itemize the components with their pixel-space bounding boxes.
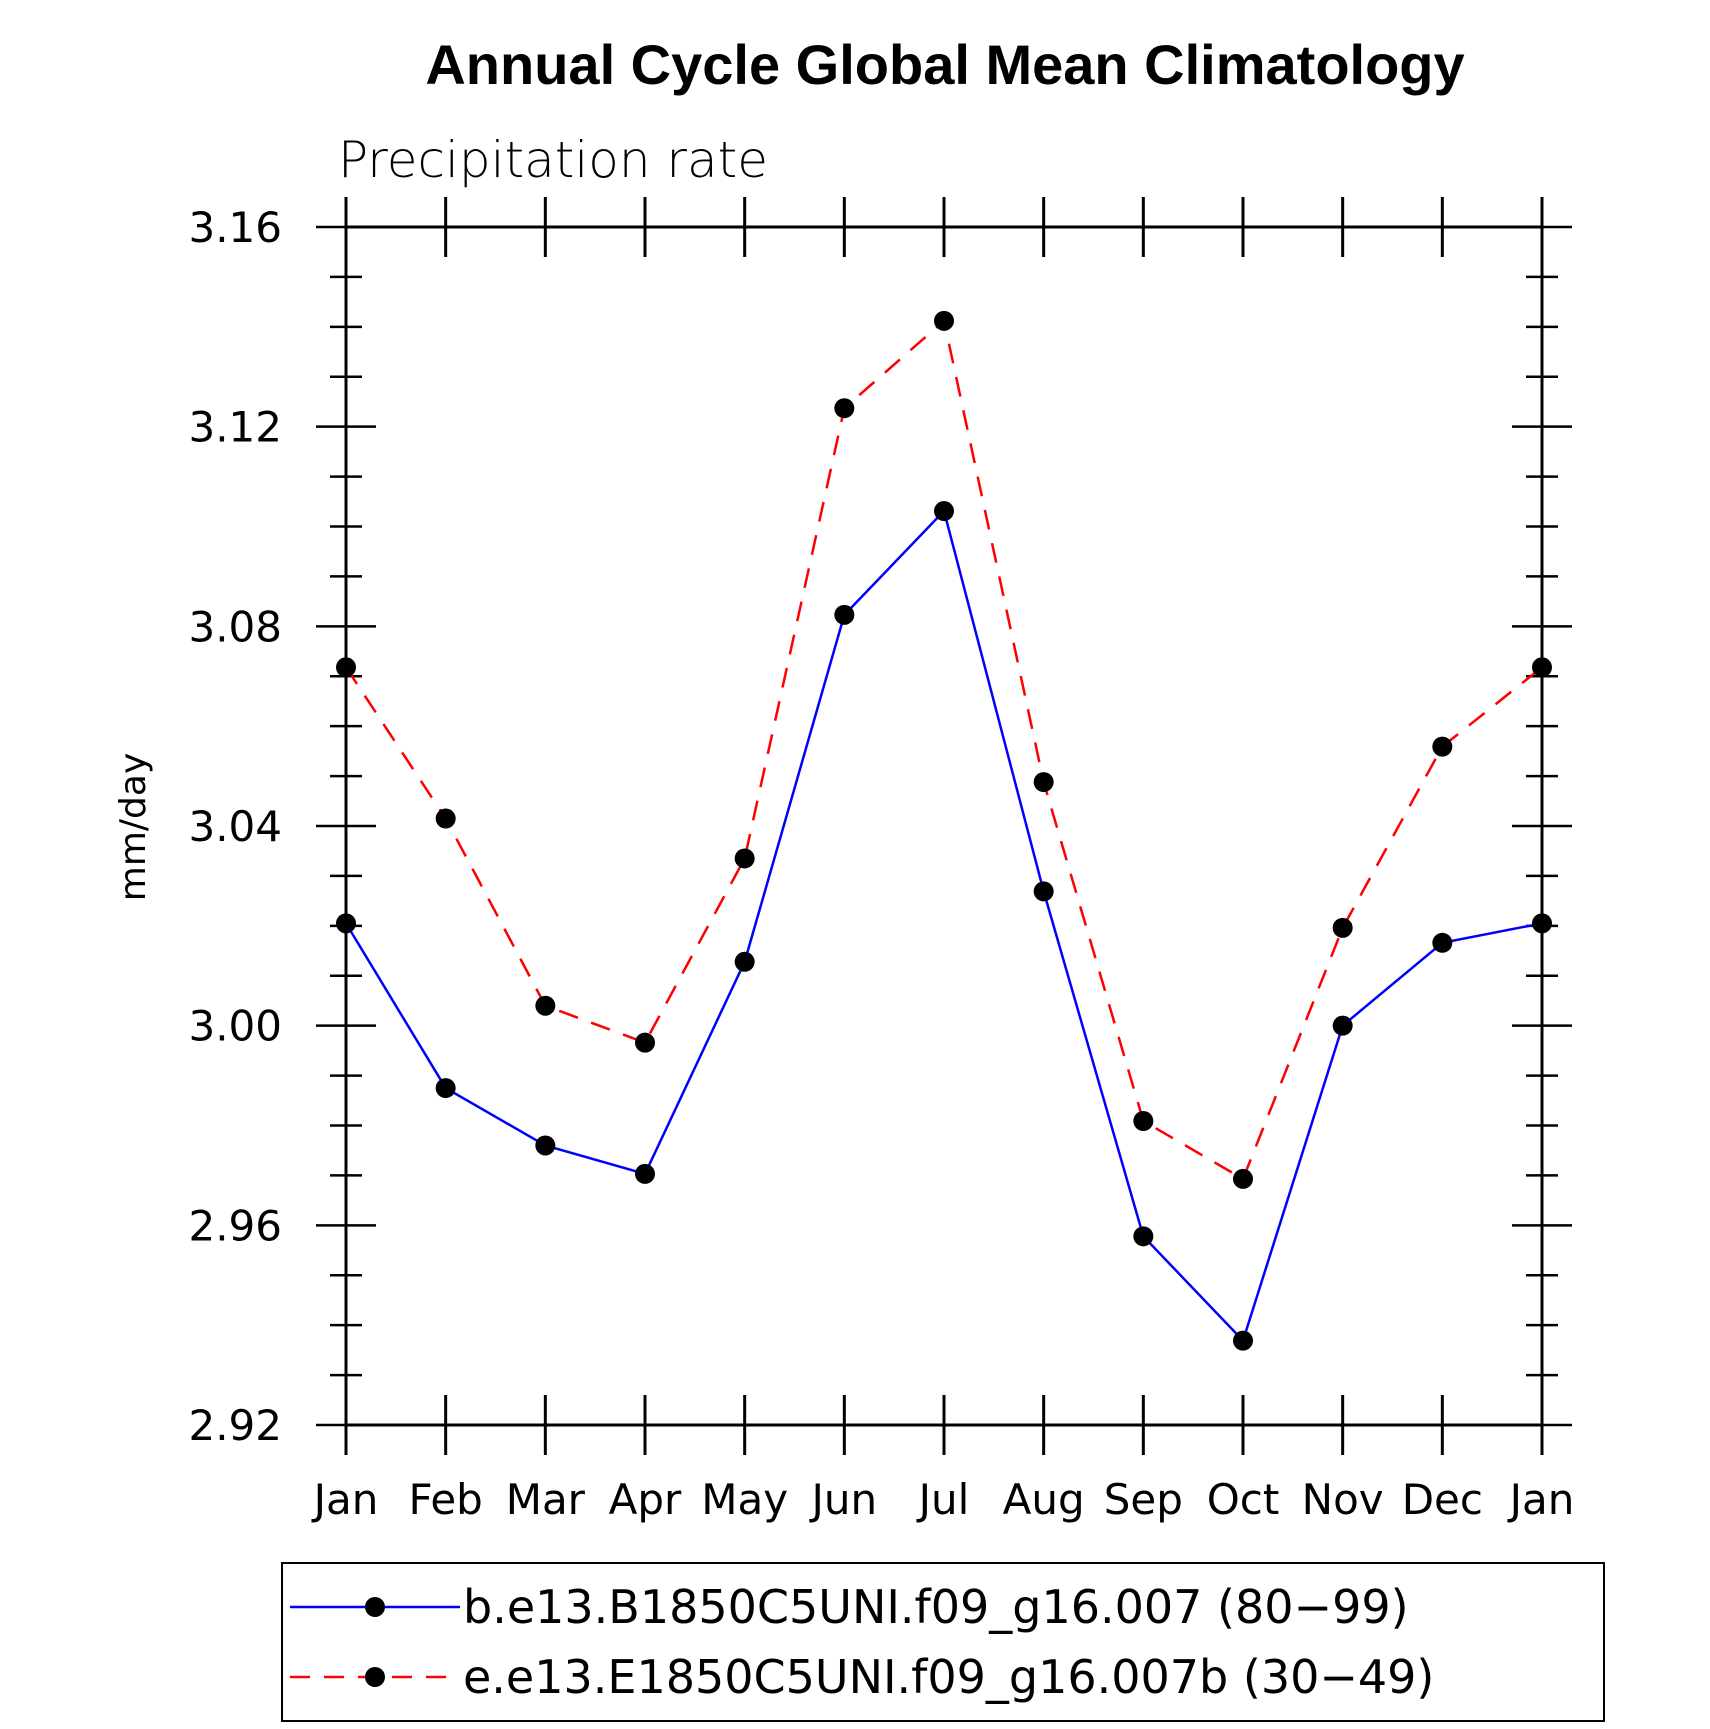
series-1-point bbox=[535, 1135, 556, 1156]
series-2-point bbox=[1133, 1111, 1154, 1132]
chart-subtitle: Precipitation rate bbox=[338, 131, 768, 189]
series-2-point bbox=[535, 995, 556, 1016]
series-1-point bbox=[1133, 1226, 1154, 1247]
y-tick-label: 3.08 bbox=[188, 602, 282, 651]
series-line-1 bbox=[344, 508, 1543, 1344]
y-tick-label: 2.92 bbox=[188, 1401, 282, 1450]
x-tick-label: Jun bbox=[809, 1475, 878, 1524]
series-2-point bbox=[1233, 1168, 1253, 1189]
series-1-point bbox=[834, 604, 855, 625]
series-2-point bbox=[635, 1032, 655, 1053]
legend-marker-series-1 bbox=[365, 1597, 385, 1617]
x-tick-label: Sep bbox=[1104, 1475, 1183, 1524]
x-tick-label: Apr bbox=[609, 1475, 682, 1524]
series-1-point bbox=[435, 1078, 456, 1099]
series-2-point bbox=[1532, 657, 1552, 678]
series-1-point bbox=[1332, 1015, 1353, 1036]
series-2-point bbox=[1432, 736, 1453, 757]
legend-label-series-1: b.e13.B1850C5UNI.f09_g16.007 (80−99) bbox=[463, 1580, 1409, 1634]
legend-label-series-2: e.e13.E1850C5UNI.f09_g16.007b (30−49) bbox=[463, 1650, 1434, 1704]
series-1-point bbox=[1233, 1330, 1253, 1351]
y-tick-label: 3.04 bbox=[188, 802, 282, 851]
y-tick-label: 3.12 bbox=[188, 403, 282, 452]
y-tick-label: 2.96 bbox=[188, 1201, 282, 1250]
series-group bbox=[336, 310, 1552, 1351]
y-axis-label: mm/day bbox=[113, 753, 154, 901]
axis-ticks bbox=[316, 197, 1572, 1455]
x-tick-label: Mar bbox=[506, 1475, 586, 1524]
plot-frame bbox=[344, 225, 1544, 1427]
series-2-point bbox=[934, 310, 954, 331]
legend-marker-series-2 bbox=[365, 1667, 385, 1687]
y-tick-labels: 3.16 3.12 3.08 3.04 3.00 2.96 2.92 bbox=[188, 203, 282, 1450]
x-tick-label: Dec bbox=[1402, 1475, 1483, 1524]
series-1-point bbox=[734, 951, 755, 972]
series-2-point bbox=[336, 657, 356, 678]
x-tick-label: Aug bbox=[1003, 1475, 1085, 1524]
series-1-point bbox=[635, 1163, 655, 1184]
x-tick-label: May bbox=[701, 1475, 788, 1524]
x-tick-label: Jan bbox=[1507, 1475, 1575, 1524]
x-tick-label: Nov bbox=[1302, 1475, 1384, 1524]
series-1-point bbox=[1532, 913, 1552, 934]
legend: b.e13.B1850C5UNI.f09_g16.007 (80−99) e.e… bbox=[281, 1562, 1605, 1722]
series-1-point bbox=[934, 501, 954, 522]
series-2-point bbox=[734, 848, 755, 869]
series-2-point bbox=[834, 398, 855, 419]
x-tick-label: Feb bbox=[408, 1475, 482, 1524]
chart-title: Annual Cycle Global Mean Climatology bbox=[425, 33, 1464, 96]
series-2-point bbox=[1033, 772, 1054, 793]
legend-box bbox=[281, 1562, 1605, 1722]
series-1-point bbox=[336, 913, 356, 934]
series-line-2 bbox=[344, 318, 1543, 1181]
x-tick-labels: Jan Feb Mar Apr May Jun Jul Aug Sep Oct Nov Dec Jan bbox=[311, 1475, 1575, 1524]
series-2-point bbox=[435, 808, 456, 829]
y-tick-label: 3.16 bbox=[188, 203, 282, 252]
x-tick-label: Oct bbox=[1207, 1475, 1280, 1524]
x-tick-label: Jul bbox=[916, 1475, 970, 1524]
series-2-point bbox=[1332, 917, 1353, 938]
y-tick-label: 3.00 bbox=[188, 1002, 282, 1051]
series-1-point bbox=[1432, 932, 1453, 953]
series-1-point bbox=[1033, 881, 1054, 902]
x-tick-label: Jan bbox=[311, 1475, 379, 1524]
